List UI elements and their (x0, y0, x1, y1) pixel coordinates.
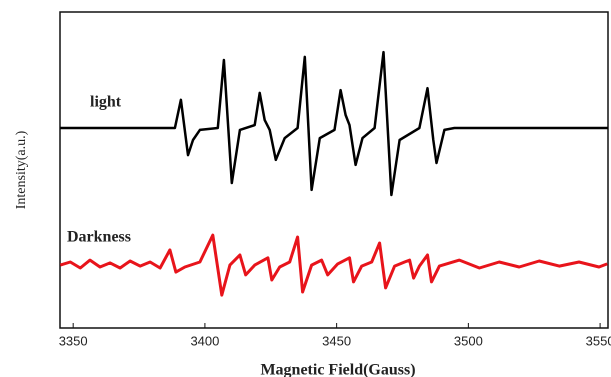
x-tick-label: 3350 (59, 333, 88, 348)
x-tick-label: 3450 (322, 333, 351, 348)
x-axis-label: Magnetic Field(Gauss) (260, 362, 415, 377)
series-label: Darkness (67, 229, 131, 246)
x-tick-label: 3550 (586, 333, 611, 348)
series-label: light (90, 94, 122, 111)
plot-frame (59, 11, 609, 329)
y-axis-label: Intensity(a.u.) (14, 130, 29, 209)
series-line (59, 233, 608, 297)
x-tick-label: 3400 (190, 333, 219, 348)
series-line (60, 50, 608, 197)
x-tick-label: 3500 (454, 333, 483, 348)
